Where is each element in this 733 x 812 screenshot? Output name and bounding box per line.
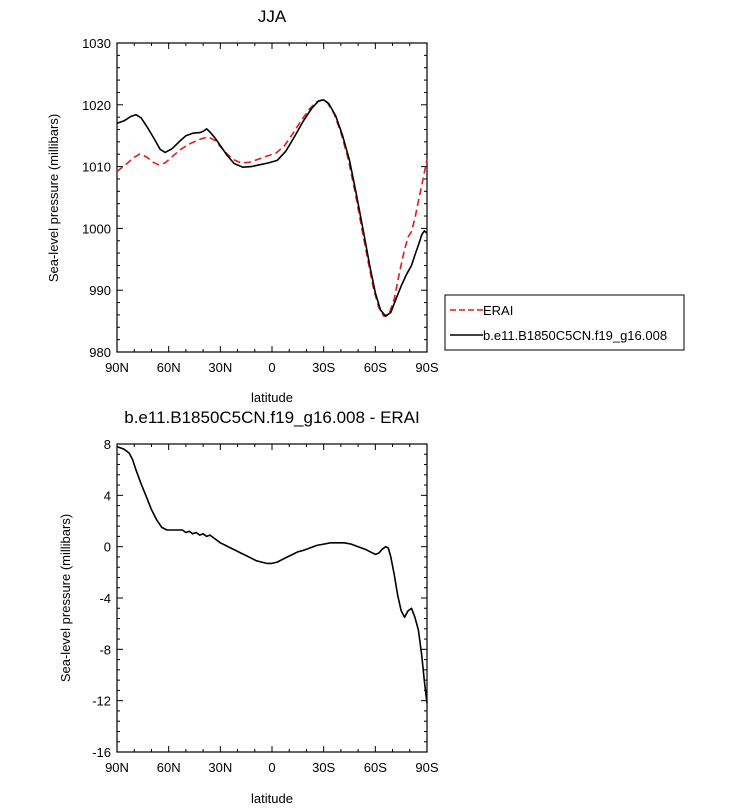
plot-frame [116, 443, 428, 753]
x-tick-label: 0 [268, 360, 275, 375]
x-tick-label: 30S [312, 760, 335, 775]
plot-frame [116, 42, 428, 353]
series-line-b-e11-b1850c5cn-f19-g16-008 [116, 99, 428, 317]
x-tick-label: 30N [208, 360, 232, 375]
y-tick-label: 1010 [82, 160, 111, 175]
y-tick-label: 980 [89, 345, 111, 360]
x-tick-label: 60N [157, 360, 181, 375]
y-tick-label: 8 [104, 437, 111, 452]
plot-area: 90N 60N 30N 0 30S 60S 90S -16 -12 -8 -4 0 4 8 [92, 437, 439, 775]
x-tick-label: 60S [364, 360, 387, 375]
x-tick-label: 0 [268, 760, 275, 775]
x-tick-label: 60S [364, 760, 387, 775]
x-tick-label: 90N [105, 360, 129, 375]
y-tick-label: -4 [99, 591, 111, 606]
series-line-erai [116, 99, 428, 317]
x-axis-label: latitude [251, 791, 293, 806]
y-tick-label: 0 [104, 540, 111, 555]
y-tick-label: 990 [89, 283, 111, 298]
x-tick-label: 90S [415, 760, 438, 775]
legend-label-erai: ERAI [483, 303, 513, 318]
y-axis-label: Sea-level pressure (millibars) [58, 514, 73, 682]
y-tick-label: 1000 [82, 221, 111, 236]
x-tick-label: 90S [415, 360, 438, 375]
bottom-panel-difference: b.e11.B1850C5CN.f19_g16.008 - ERAI 90N 60… [58, 408, 439, 806]
chart-title: JJA [258, 7, 287, 26]
plot-area: 90N 60N 30N 0 30S 60S 90S 980 990 1000 1010 1020 103… [82, 36, 439, 375]
y-tick-label: -16 [92, 745, 111, 760]
y-tick-label: 1020 [82, 98, 111, 113]
x-tick-label: 60N [157, 760, 181, 775]
y-tick-label: -12 [92, 694, 111, 709]
y-tick-label: -8 [99, 642, 111, 657]
top-panel-sea-level-pressure: JJA 90N 60N 30N 0 30S 60S 90S 980 990 1000 1010 102… [46, 7, 439, 405]
chart-title: b.e11.B1850C5CN.f19_g16.008 - ERAI [124, 408, 420, 427]
series-line-b-e11-b1850c5cn-f19-g16-008-erai [116, 445, 428, 704]
x-tick-label: 30S [312, 360, 335, 375]
y-tick-label: 1030 [82, 36, 111, 51]
y-axis-label: Sea-level pressure (millibars) [46, 114, 61, 282]
x-tick-label: 30N [208, 760, 232, 775]
x-axis-label: latitude [251, 390, 293, 405]
x-tick-label: 90N [105, 760, 129, 775]
legend: ERAI b.e11.B1850C5CN.f19_g16.008 [444, 294, 685, 351]
legend-label-model: b.e11.B1850C5CN.f19_g16.008 [483, 328, 667, 343]
legend-box [444, 294, 685, 351]
y-tick-label: 4 [104, 488, 111, 503]
